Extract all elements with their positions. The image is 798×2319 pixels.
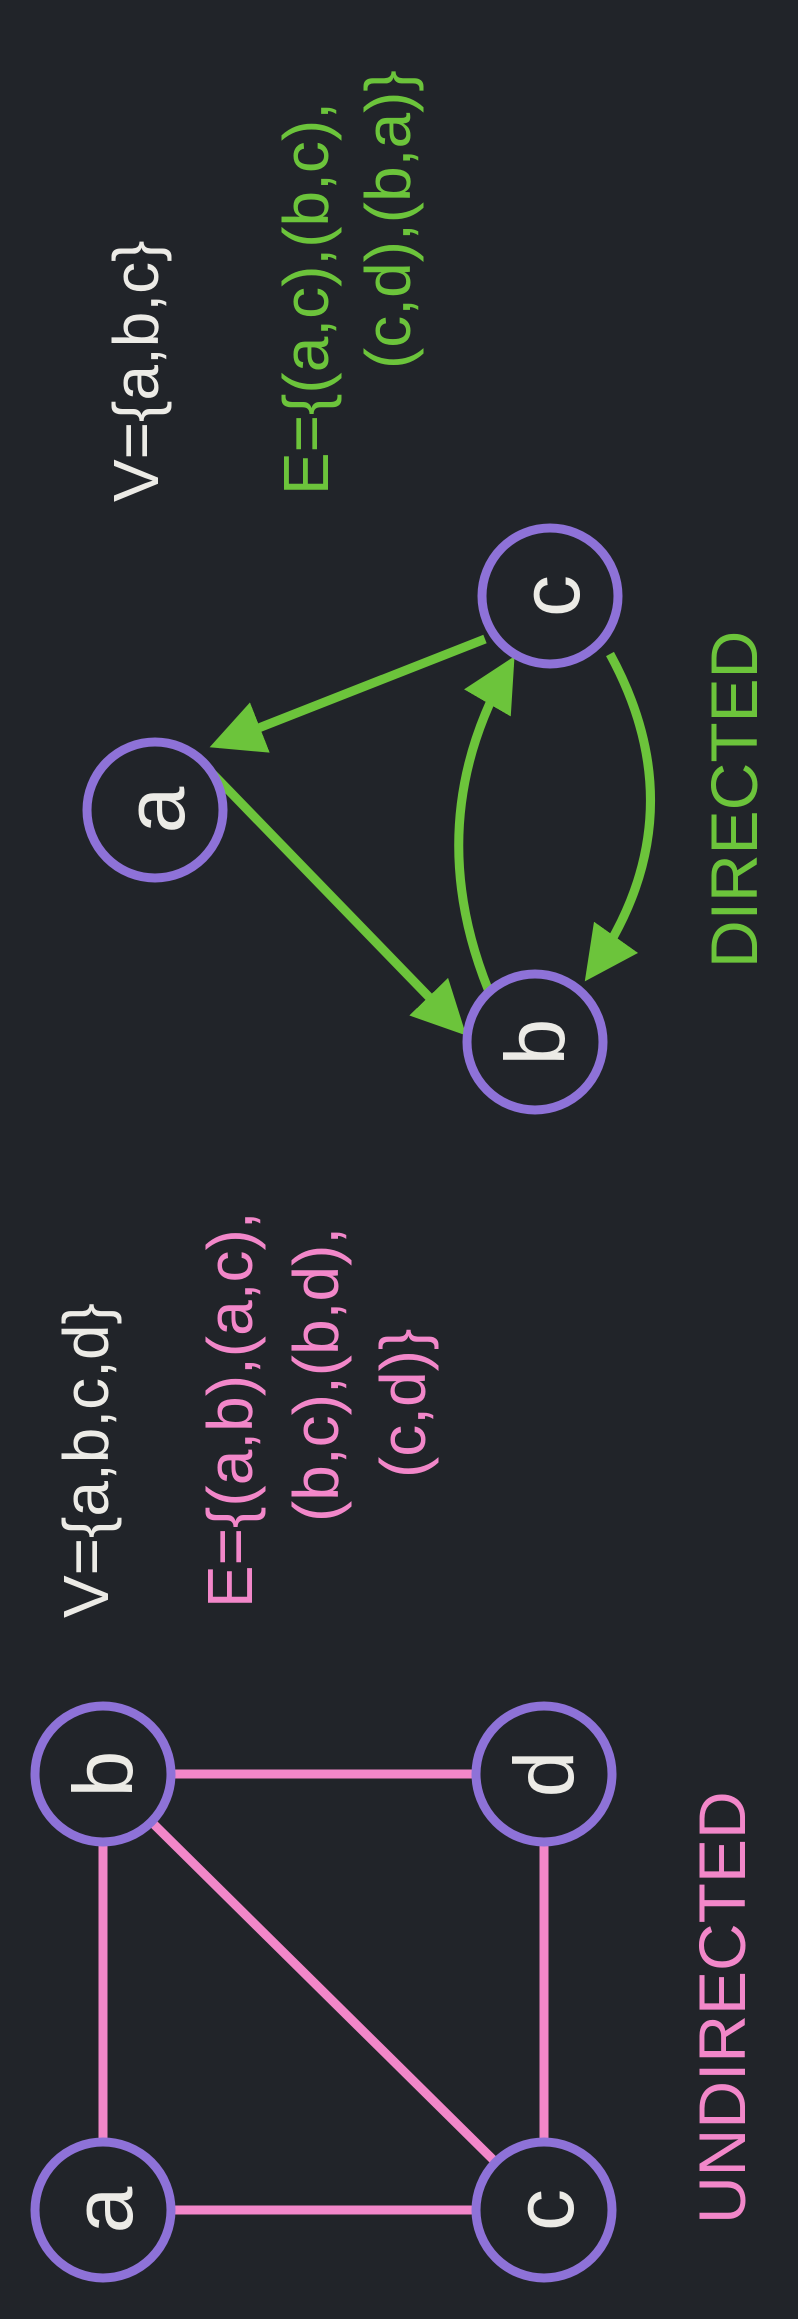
node-label: c — [497, 2189, 591, 2231]
node — [30, 2137, 176, 2283]
edge — [209, 634, 487, 753]
node-label: b — [488, 1019, 582, 1066]
node-label: d — [497, 1751, 591, 1798]
node — [477, 523, 623, 669]
edge — [454, 656, 515, 991]
node — [471, 1701, 617, 1847]
node-label: b — [56, 1751, 150, 1798]
edge — [204, 765, 467, 1036]
node-label: a — [56, 2186, 150, 2233]
node — [471, 2137, 617, 2283]
edge-set-line: (c,d),(b,a)} — [352, 70, 424, 369]
edge-set-line: E={(a,b),(a,c), — [194, 1211, 266, 1608]
node-label: a — [108, 786, 202, 833]
edge — [584, 651, 655, 982]
edge-set-line: (c,d)} — [367, 1329, 439, 1478]
vertex-set: V={a,b,c,d} — [50, 1303, 122, 1618]
node — [462, 969, 608, 1115]
node — [82, 737, 228, 883]
rotated-content: a b c d V={a,b,c,d} E={(a,b),(a,c), (b,c… — [30, 70, 771, 2283]
vertex-set: V={a,b,c} — [100, 240, 172, 502]
node-label: c — [503, 575, 597, 617]
edge-set-line: E={(a,c),(b,c), — [270, 102, 342, 495]
node — [30, 1701, 176, 1847]
graph-type: UNDIRECTED — [685, 1791, 759, 2224]
graph-type: DIRECTED — [697, 631, 771, 968]
edge — [99, 1770, 548, 2214]
edge-set-line: (b,c),(b,d), — [280, 1227, 352, 1522]
